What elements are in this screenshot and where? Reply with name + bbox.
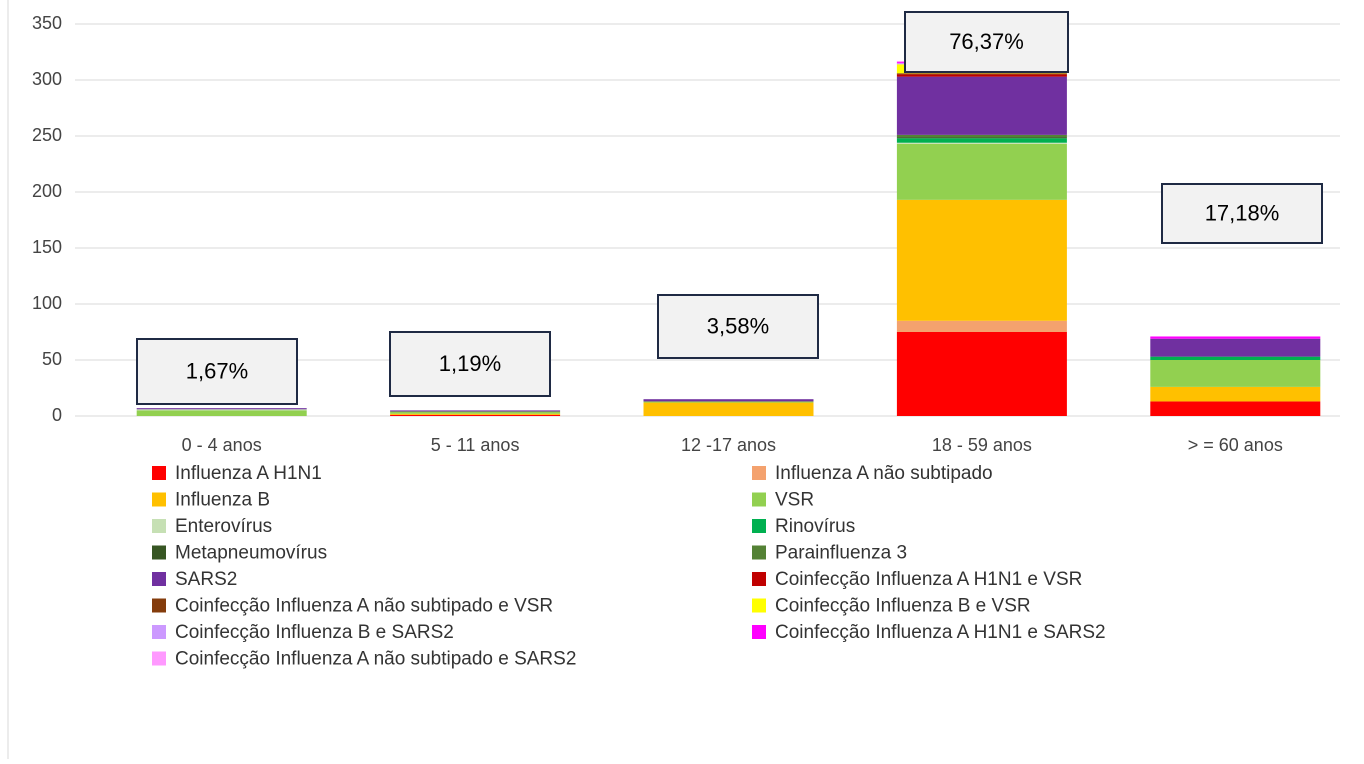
bar-segment <box>1150 338 1321 357</box>
bar-segment <box>643 399 814 402</box>
bar-segment <box>136 410 307 416</box>
bar-segment <box>896 76 1067 135</box>
legend-label: Rinovírus <box>775 516 855 537</box>
legend-label: Coinfecção Influenza A H1N1 e SARS2 <box>775 622 1106 643</box>
legend-label: Coinfecção Influenza B e SARS2 <box>175 622 454 643</box>
legend-label: Coinfecção Influenza A H1N1 e VSR <box>775 569 1082 590</box>
annotation-box <box>904 11 1069 73</box>
bar-segment <box>136 408 307 410</box>
annotation-box <box>1161 183 1323 244</box>
y-tick-label: 150 <box>32 237 62 257</box>
bar-segment <box>896 74 1067 77</box>
bar-segment <box>643 402 814 416</box>
bar-segment <box>896 332 1067 416</box>
legend-label: Enterovírus <box>175 516 272 537</box>
legend-label: Influenza B <box>175 490 270 511</box>
legend-swatch <box>752 545 766 560</box>
annotation: 76,37% <box>949 29 1024 54</box>
legend-swatch <box>752 519 766 533</box>
annotation: 17,18% <box>1205 200 1280 225</box>
legend-swatch <box>752 466 766 480</box>
annotation-box <box>657 294 819 359</box>
bar-segment <box>1150 386 1321 402</box>
legend-swatch <box>152 598 166 613</box>
bar-segment <box>390 413 561 415</box>
bar-segment <box>896 134 1067 138</box>
legend-label: Coinfecção Influenza B e VSR <box>775 596 1031 617</box>
x-tick-label: 5 - 11 anos <box>431 435 520 455</box>
legend-label: Influenza A não subtipado <box>775 463 993 484</box>
y-tick-label: 200 <box>32 181 62 201</box>
y-tick-label: 50 <box>42 349 62 369</box>
bar-segment <box>136 409 307 411</box>
y-tick-label: 300 <box>32 69 62 89</box>
legend-swatch <box>152 625 166 639</box>
legend-swatch <box>152 466 166 480</box>
x-tick-label: 0 - 4 anos <box>182 435 262 455</box>
y-tick-label: 250 <box>32 125 62 145</box>
bar-segment <box>896 138 1067 143</box>
bar-segment <box>896 143 1067 200</box>
legend-label: Influenza A H1N1 <box>175 463 322 484</box>
legend-swatch <box>752 625 766 639</box>
legend-label: Coinfecção Influenza A não subtipado e V… <box>175 596 553 617</box>
x-tick-label: 12 -17 anos <box>681 435 776 455</box>
y-tick-label: 100 <box>32 293 62 313</box>
legend-swatch <box>752 598 766 613</box>
legend-swatch <box>152 572 166 586</box>
legend-swatch <box>752 572 766 586</box>
legend-label: VSR <box>775 490 814 511</box>
x-tick-label: > = 60 anos <box>1188 435 1283 455</box>
bar-segment <box>1150 401 1321 416</box>
legend-label: Coinfecção Influenza A não subtipado e S… <box>175 649 576 670</box>
y-tick-label: 350 <box>32 13 62 33</box>
bar-segment <box>1150 356 1321 360</box>
legend-swatch <box>152 545 166 560</box>
bar-segment <box>390 410 561 412</box>
bar-segment <box>896 199 1067 321</box>
bar-segment <box>1150 360 1321 387</box>
bar-segment <box>390 411 561 414</box>
annotation-box <box>389 331 551 397</box>
annotation: 3,58% <box>707 313 769 338</box>
annotation-box <box>136 338 298 405</box>
bar-segment <box>896 73 1067 75</box>
bar-segment <box>1150 336 1321 339</box>
x-tick-label: 18 - 59 anos <box>932 435 1032 455</box>
legend-swatch <box>152 519 166 533</box>
legend-label: Metapneumovírus <box>175 543 327 564</box>
legend-swatch <box>752 492 766 507</box>
bar-segment <box>896 137 1067 139</box>
y-tick-label: 0 <box>52 405 62 425</box>
annotation: 1,67% <box>186 358 248 383</box>
annotation: 1,19% <box>439 351 501 376</box>
legend-swatch <box>152 651 166 666</box>
bar-segment <box>643 401 814 403</box>
legend-swatch <box>152 492 166 507</box>
bar-segment <box>390 414 561 416</box>
legend-label: Parainfluenza 3 <box>775 543 907 564</box>
legend-label: SARS2 <box>175 569 237 590</box>
bar-segment <box>896 142 1067 144</box>
bar-segment <box>896 320 1067 332</box>
